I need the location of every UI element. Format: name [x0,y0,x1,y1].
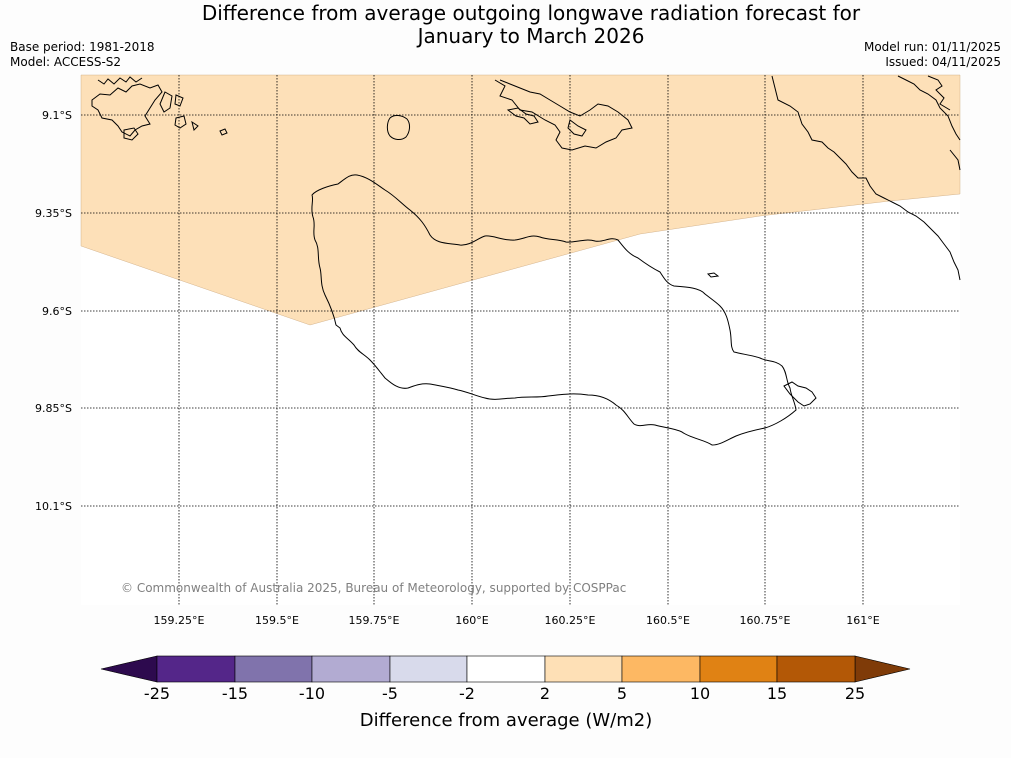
lat-label: 9.6°S [42,305,72,318]
lon-label: 159.5°E [255,614,299,627]
lon-label: 160.5°E [646,614,690,627]
coast-islet-a [386,115,410,140]
colorbar-extend-high [854,655,911,683]
title-line-2: January to March 2026 [417,24,645,48]
colorbar-swatch [311,655,391,683]
coast-main-island [311,174,797,446]
meta-left: Base period: 1981-2018 Model: ACCESS-S2 [10,40,155,70]
colorbar-tick-label: 2 [540,684,550,703]
colorbar-tick-label: -25 [144,684,170,703]
lon-label: 160°E [455,614,488,627]
lon-label: 159.75°E [349,614,400,627]
coast-nw-islet-4 [191,120,199,131]
meta-right: Model run: 01/11/2025 Issued: 04/11/2025 [864,40,1001,70]
colorbar-tick-label: 10 [690,684,710,703]
copyright-notice: © Commonwealth of Australia 2025, Bureau… [121,581,626,595]
colorbar-swatch [699,655,778,683]
model-name: Model: ACCESS-S2 [10,55,122,69]
colorbar-swatch [389,655,468,683]
coast-malaita-north [897,75,961,141]
colorbar-ticks: -25 -15 -10 -5 -2 2 5 10 15 25 [144,684,865,703]
colorbar-tick-label: 5 [617,684,627,703]
coast-east-islets [783,381,817,407]
lat-label: 9.1°S [42,109,72,122]
lon-label: 160.75°E [740,614,791,627]
coast-islet-c [219,128,228,136]
colorbar-swatch [234,655,313,683]
lon-label: 160.25°E [545,614,596,627]
colorbar-swatch [156,655,236,683]
latitude-labels: 9.1°S 9.35°S 9.6°S 9.85°S 10.1°S [35,109,72,513]
colorbar-swatch [621,655,701,683]
colorbar: -25 -15 -10 -5 -2 2 5 10 15 25 Differenc… [100,655,911,731]
lon-label: 159.25°E [154,614,205,627]
colorbar-tick-label: 15 [767,684,787,703]
coast-ngella-islands [494,79,633,151]
issued-date: Issued: 04/11/2025 [885,55,1001,69]
lon-label: 161°E [846,614,879,627]
lat-label: 9.85°S [35,402,72,415]
coast-malaita [771,75,961,281]
coast-nw-islands-2 [97,76,143,85]
colorbar-tick-label: -10 [299,684,325,703]
model-run: Model run: 01/11/2025 [863,40,1001,54]
colorbar-tick-label: -15 [222,684,248,703]
base-period: Base period: 1981-2018 [10,40,155,54]
coast-islet-b [706,272,720,278]
colorbar-title: Difference from average (W/m2) [360,710,652,731]
gridlines [81,75,960,605]
coast-e-islets [927,75,951,111]
coast-ngella-islands-3 [567,119,587,137]
colorbar-swatch [466,655,546,683]
coast-nw-islet-3 [174,115,187,129]
colorbar-extend-low [100,655,158,683]
colorbar-tick-label: -2 [459,684,475,703]
colorbar-tick-label: 25 [845,684,865,703]
chart-title: Difference from average outgoing longwav… [0,2,1011,48]
coast-nw-islands [91,83,163,137]
colorbar-swatch [544,655,623,683]
coast-nw-islet-2 [174,94,184,107]
coast-e-islets-2 [949,149,961,171]
title-line-1: Difference from average outgoing longwav… [201,1,861,25]
coast-nw-islet-1 [159,91,173,113]
coastlines [91,75,961,446]
lat-label: 10.1°S [35,500,72,513]
lat-label: 9.35°S [35,207,72,220]
coast-nw-islet-5 [123,127,139,141]
coast-ngella-islands-2 [506,107,539,125]
longitude-labels: 159.25°E 159.5°E 159.75°E 160°E 160.25°E… [154,614,880,627]
map-panel: 9.1°S 9.35°S 9.6°S 9.85°S 10.1°S 159.25°… [35,74,961,627]
colorbar-swatch [776,655,856,683]
colorbar-tick-label: -5 [382,684,398,703]
shaded-region-2-to-5 [80,74,961,326]
